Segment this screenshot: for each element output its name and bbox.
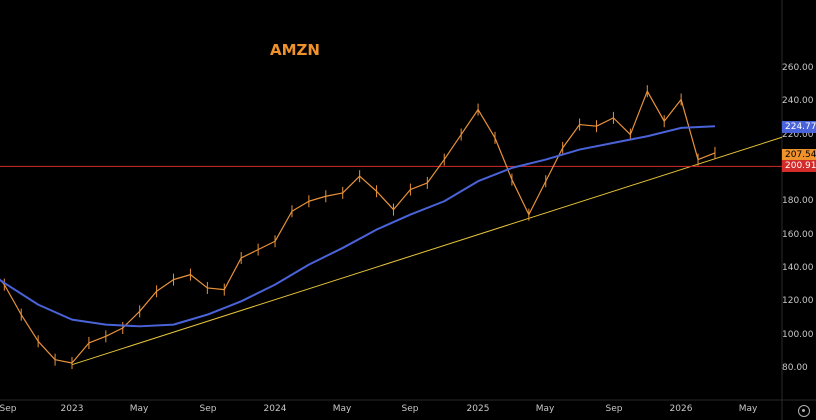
y-tick-label: 220.00 <box>782 129 814 140</box>
price-line <box>0 90 716 364</box>
price-tag-level: 200.91 <box>782 160 816 173</box>
y-tick-label: 120.00 <box>782 296 814 307</box>
x-tick-label: Sep <box>199 404 217 414</box>
x-tick-label: Sep <box>0 404 17 414</box>
x-tick-label: 2023 <box>60 404 84 414</box>
y-tick-label: 80.00 <box>782 363 808 373</box>
x-tick-label: May <box>129 404 149 414</box>
x-tick-label: Sep <box>401 404 419 414</box>
x-tick-label: May <box>738 404 758 414</box>
x-tick-label: May <box>332 404 352 414</box>
y-tick-label: 260.00 <box>782 62 814 73</box>
x-tick-label: 2024 <box>263 404 287 414</box>
y-tick-label: 100.00 <box>782 329 814 340</box>
settings-icon[interactable] <box>798 405 810 417</box>
y-tick-label: 140.00 <box>782 262 814 273</box>
x-tick-label: 2026 <box>669 404 693 414</box>
price-tag-ma: 224.77 <box>782 120 816 133</box>
y-tick-label: 180.00 <box>782 196 814 207</box>
price-tag-last: 207.54 <box>782 149 816 162</box>
x-tick-label: 2025 <box>466 404 490 414</box>
trendline <box>71 136 783 366</box>
y-tick-label: 160.00 <box>782 229 814 240</box>
moving-average-line <box>0 125 716 328</box>
chart-title: AMZN <box>270 41 320 59</box>
x-tick-label: Sep <box>605 404 623 414</box>
y-tick-label: 240.00 <box>782 96 814 107</box>
x-tick-label: May <box>535 404 555 414</box>
